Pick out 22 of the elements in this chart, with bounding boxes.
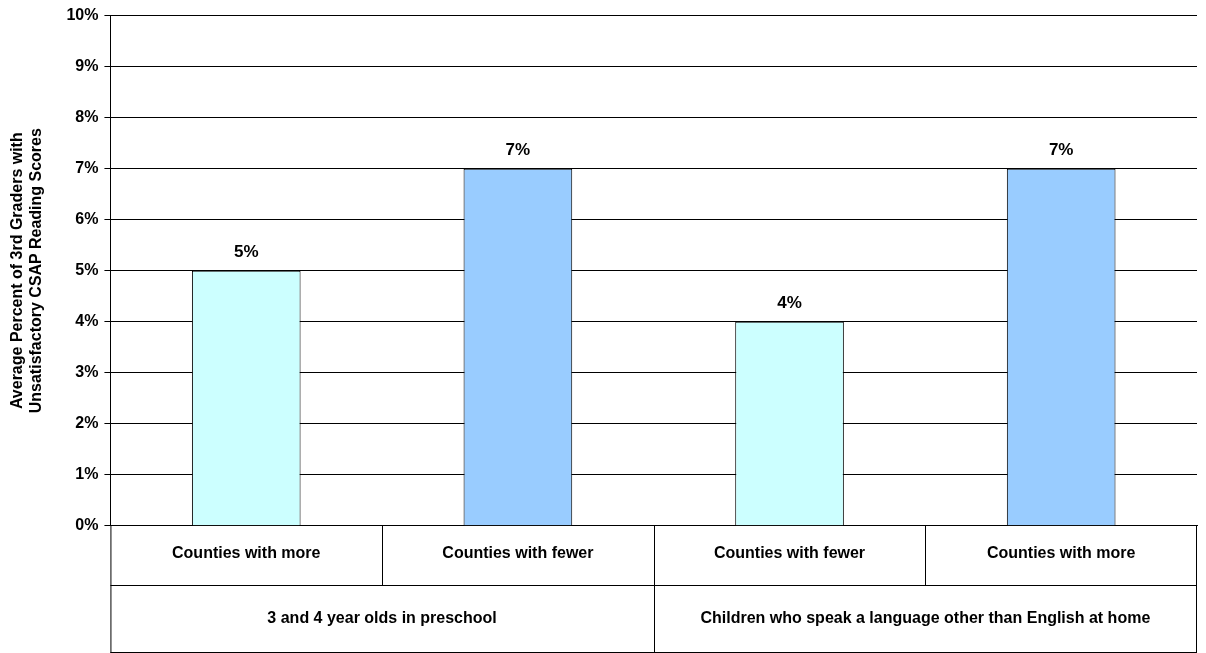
- text: 3 and 4 year olds in preschool: [267, 609, 497, 627]
- data-label: 7%: [1048, 139, 1074, 159]
- x-tick-label: Counties with fewer: [442, 543, 594, 561]
- data-label: 5%: [233, 241, 259, 261]
- y-tick-label: 7%: [75, 159, 99, 177]
- y-tick-label: 6%: [75, 210, 99, 228]
- y-tick-label: 5%: [75, 261, 99, 279]
- y-tick-label: 8%: [75, 108, 99, 126]
- data-label: 7%: [505, 139, 531, 159]
- y-tick-label: 4%: [75, 312, 99, 330]
- x-tick-label: Counties with fewer: [713, 543, 866, 561]
- y-tick-label: 10%: [66, 6, 99, 24]
- y-tick-label: 0%: [75, 516, 99, 534]
- y-tick-label: 2%: [75, 414, 99, 432]
- y-axis-title: Average Percent of 3rd Graders with Unsatisfactory CSAP Reading Scores: [8, 128, 45, 414]
- data-label: 4%: [777, 292, 802, 312]
- text: Children who speak a language other than English at home: [700, 609, 1151, 627]
- y-tick-label: 3%: [75, 363, 99, 381]
- x-tick-label: Counties with more: [986, 543, 1136, 561]
- y-tick-label: 9%: [75, 57, 99, 75]
- y-tick-label: 1%: [75, 465, 99, 483]
- x-tick-label: Counties with more: [172, 543, 321, 561]
